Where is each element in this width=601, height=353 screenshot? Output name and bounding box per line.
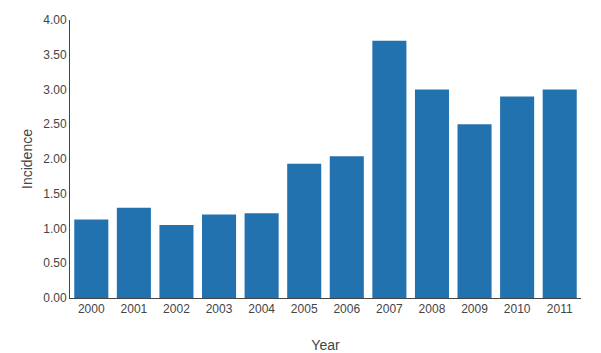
svg-text:2008: 2008 [419,302,446,316]
svg-text:2003: 2003 [206,302,233,316]
svg-text:0.00: 0.00 [43,291,67,305]
svg-text:4.00: 4.00 [43,13,67,27]
svg-text:3.50: 3.50 [43,48,67,62]
svg-text:2000: 2000 [78,302,105,316]
svg-text:2.50: 2.50 [43,117,67,131]
svg-text:3.00: 3.00 [43,83,67,97]
svg-text:0.50: 0.50 [43,256,67,270]
svg-text:Year: Year [311,337,340,353]
svg-text:2011: 2011 [547,302,573,316]
svg-text:2005: 2005 [291,302,318,316]
svg-text:2001: 2001 [121,302,148,316]
svg-text:2.00: 2.00 [43,152,67,166]
svg-text:2004: 2004 [248,302,275,316]
svg-text:Incidence: Incidence [19,129,35,189]
svg-text:2002: 2002 [163,302,190,316]
svg-text:2010: 2010 [504,302,531,316]
svg-text:1.50: 1.50 [43,187,67,201]
svg-text:1.00: 1.00 [43,222,67,236]
svg-text:2007: 2007 [376,302,403,316]
svg-text:2009: 2009 [461,302,488,316]
svg-text:2006: 2006 [333,302,360,316]
